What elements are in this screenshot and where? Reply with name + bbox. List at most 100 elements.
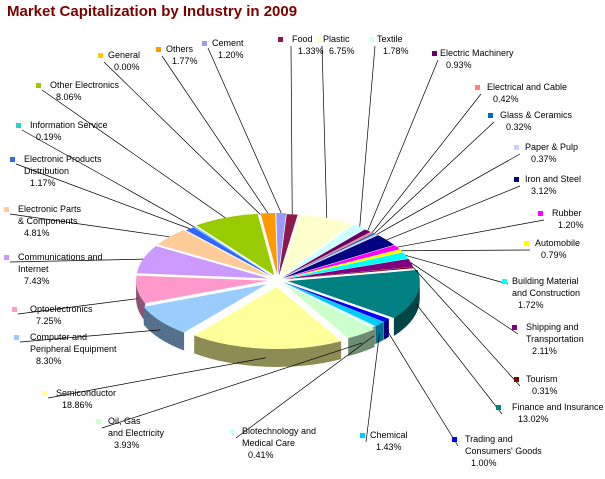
leader-line	[413, 267, 521, 387]
legend-swatch	[156, 47, 161, 52]
legend-swatch	[369, 37, 374, 42]
pie-slice-6	[282, 234, 378, 278]
legend-swatch	[12, 307, 17, 312]
pie-slice-side	[194, 335, 342, 367]
legend-swatch	[14, 335, 19, 340]
pie-slice-4	[282, 231, 374, 278]
slice-label: Shipping and Transportation 2.11%	[526, 322, 584, 356]
pie-slice-7	[282, 235, 395, 279]
leader-line	[161, 55, 269, 214]
pie-slice-23	[186, 227, 273, 277]
pie-slice-0	[278, 214, 298, 277]
slice-label: Communications and Internet 7.43%	[18, 252, 103, 286]
leader-line	[207, 47, 282, 214]
pie-slice-16	[282, 282, 376, 328]
pie-slice-8	[283, 245, 400, 279]
pie-slice-10	[283, 252, 409, 279]
leader-line	[101, 342, 363, 429]
pie-slice-1	[280, 214, 352, 277]
pie-slice-side	[136, 280, 146, 322]
leader-line	[386, 329, 459, 447]
legend-swatch	[42, 391, 47, 396]
leader-line	[17, 298, 138, 315]
pie-slice-side	[375, 321, 384, 345]
slice-label: Finance and Insurance 13.02%	[512, 402, 604, 424]
slice-label: Trading and Consumers' Goods 1.00%	[465, 434, 542, 468]
slice-label: Textile 1.78%	[377, 34, 409, 56]
pie-slice-27	[260, 213, 278, 276]
slice-label: Glass & Ceramics 0.32%	[500, 110, 573, 132]
pie-slice-side	[393, 281, 420, 336]
leader-line	[235, 335, 375, 439]
leader-line	[41, 89, 226, 219]
legend-swatch	[16, 123, 21, 128]
pie-slice-side	[383, 318, 389, 340]
pie-slice-12	[283, 267, 414, 280]
leader-line	[401, 249, 531, 252]
slice-label: Electronic Parts & Components 4.81%	[18, 204, 82, 238]
pie-slice-21	[136, 246, 269, 279]
slice-label: Semiconductor 18.86%	[56, 388, 116, 410]
leader-line	[47, 357, 266, 399]
legend-swatch	[4, 207, 9, 212]
legend-swatch	[202, 41, 207, 46]
slice-label: Building Material and Construction 1.72%	[512, 276, 580, 310]
pie-slice-19	[143, 284, 267, 333]
leader-line	[359, 45, 376, 227]
pie-slice-14	[282, 281, 389, 322]
pie-slice-2	[282, 224, 366, 277]
slice-label: Optoelectronics 7.25%	[30, 304, 93, 326]
pie-slice-18	[194, 286, 342, 349]
legend-swatch	[230, 429, 235, 434]
leader-line	[405, 255, 509, 285]
pie-slice-15	[282, 282, 384, 327]
slice-label: Cement 1.20%	[212, 38, 244, 60]
pie-slice-9	[283, 249, 403, 279]
leader-line	[374, 121, 495, 234]
pie-slice-side	[143, 306, 185, 351]
leader-line	[321, 45, 328, 219]
pie-slice-24	[193, 226, 274, 277]
slice-label: Electric Machinery 0.93%	[440, 48, 514, 70]
pie-slice-28	[276, 213, 287, 276]
legend-swatch	[512, 325, 517, 330]
slice-label: Plastic 6.75%	[323, 34, 355, 56]
legend-swatch	[514, 377, 519, 382]
legend-swatch	[360, 433, 365, 438]
leader-line	[367, 59, 439, 231]
pie-slice-5	[282, 233, 376, 278]
leader-line	[410, 262, 519, 335]
leader-line	[365, 332, 380, 443]
legend-swatch	[96, 419, 101, 424]
slice-label: Other Electronics 8.06%	[50, 80, 120, 102]
leader-line	[376, 153, 521, 235]
legend-swatch	[488, 113, 493, 118]
legend-swatch	[432, 51, 437, 56]
slice-label: Oil, Gas and Electricity 3.93%	[108, 416, 165, 450]
leader-line	[9, 258, 144, 263]
legend-swatch	[538, 211, 543, 216]
slice-label: Others 1.77%	[166, 44, 198, 66]
slice-label: Electronic Products Distribution 1.17%	[24, 154, 102, 188]
leader-line	[371, 93, 482, 233]
legend-swatch	[475, 85, 480, 90]
pie-slice-11	[283, 258, 414, 280]
leader-line	[9, 213, 170, 238]
leader-line	[290, 45, 293, 215]
leader-line	[15, 163, 190, 230]
slice-label: Paper & Pulp 0.37%	[525, 142, 578, 164]
slice-label: Iron and Steel 3.12%	[525, 174, 581, 196]
legend-swatch	[514, 177, 519, 182]
legend-swatch	[502, 279, 507, 284]
leader-line	[386, 185, 521, 241]
legend-swatch	[10, 157, 15, 162]
chart-title: Market Capitalization by Industry in 200…	[7, 3, 298, 20]
legend-swatch	[452, 437, 457, 442]
leader-line	[397, 219, 545, 248]
pie-slice-3	[281, 229, 371, 278]
legend-swatch	[4, 255, 9, 260]
slice-label: Electrical and Cable 0.42%	[487, 82, 567, 104]
legend-swatch	[278, 37, 283, 42]
